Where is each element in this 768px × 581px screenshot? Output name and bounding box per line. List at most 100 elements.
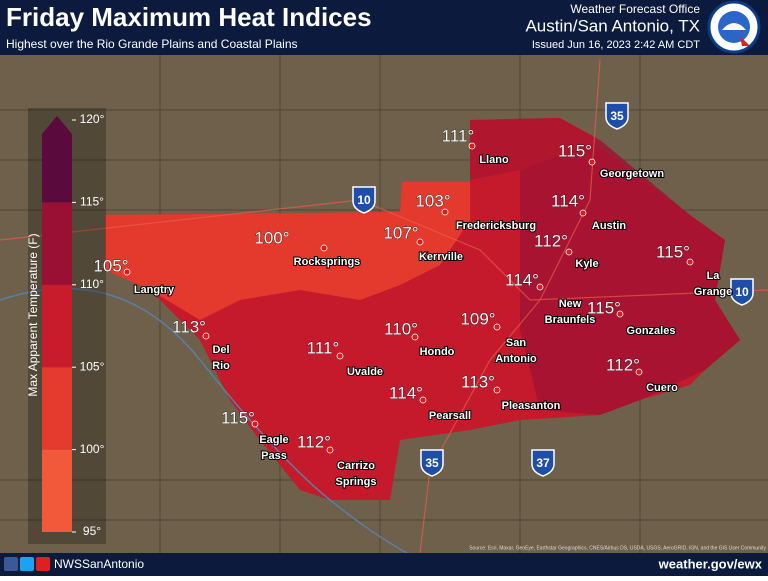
city-name: Pass [261,450,287,462]
heat-index: 110° [384,319,418,338]
city-dot [565,248,573,256]
footer-bar [0,553,768,576]
city-name: Gonzales [627,325,676,337]
city-name: Uvalde [347,366,383,378]
heat-index: 109° [460,309,495,328]
heat-index: 103° [415,191,450,210]
shield-number: 35 [610,109,624,123]
title: Friday Maximum Heat Indices [6,2,372,32]
city-dot [123,268,131,276]
city-dot [441,208,449,216]
city-dot [251,420,259,428]
legend-tick-label: 105° [80,359,105,373]
city-dot [336,352,344,360]
legend-tick-label: 100° [80,442,105,456]
city-dot [416,238,424,246]
heat-index: 113° [172,317,206,336]
social-handle[interactable]: NWSSanAntonio [54,557,144,571]
heat-zone-115 [520,140,740,415]
legend-band [42,284,72,368]
heat-index: 112° [534,231,568,250]
city-name: Carrizo [337,460,375,472]
heat-zone-111 [470,118,600,180]
city-name: La [707,270,721,282]
city-name: Springs [336,476,377,488]
city-name: Rocksprings [294,256,361,268]
subtitle: Highest over the Rio Grande Plains and C… [6,37,298,51]
city-dot [686,258,694,266]
city-name: Hondo [420,346,455,358]
city-dot [536,283,544,291]
legend-tick-label: 115° [80,195,104,209]
heat-index: 115° [221,408,255,427]
shield-number: 10 [357,193,371,207]
city-name: New [559,298,582,310]
youtube-icon[interactable] [36,557,50,571]
issued: Issued Jun 16, 2023 2:42 AM CDT [532,39,700,51]
city-name: Del [212,344,229,356]
heat-index: 115° [587,298,621,317]
legend-band [42,367,72,450]
city-name: Pearsall [429,410,471,422]
legend-label: Max Apparent Temperature (F) [26,233,40,396]
city-dot [493,323,501,331]
city-name: Rio [212,360,230,372]
city-dot [202,332,210,340]
twitter-icon[interactable] [20,557,34,571]
city-dot [635,368,643,376]
heat-index: 111° [307,338,340,357]
office-label: Weather Forecast Office [570,2,700,16]
heat-zone-100 [105,182,470,320]
city-name: Langtry [134,284,175,296]
city-dot [320,244,328,252]
legend-tick-label: 110° [80,277,104,291]
shield-number: 37 [536,456,550,470]
city-dot [588,158,596,166]
heat-index: 111° [442,126,475,145]
city-dot [419,396,427,404]
city-name: San [506,337,526,349]
heat-index: 114° [389,383,423,402]
heat-index: 105° [93,256,128,275]
city-dot [468,142,476,150]
shield-number: 10 [735,285,749,299]
legend: Max Apparent Temperature (F) 120° 115° 110… [26,108,106,544]
readings: 111° Llano 115° Georgetown 103° Fredericksbur… [93,126,733,489]
city-name: Kerrville [419,251,463,263]
city-name: Georgetown [600,168,664,180]
shield [352,186,376,214]
city-name: Grange [694,286,733,298]
shield [605,102,629,130]
city-name: Cuero [646,382,678,394]
legend-tick-label: 120° [80,112,105,126]
facebook-icon[interactable] [4,557,18,571]
city-name: Austin [592,220,627,232]
heat-index: 100° [254,228,289,247]
heat-index: 115° [558,141,592,160]
city-name: Pleasanton [502,400,561,412]
website[interactable]: weather.gov/ewx [658,556,763,571]
legend-tick-label: 95° [83,524,101,538]
heat-index: 112° [606,355,640,374]
city-dot [493,386,501,394]
nws-logo [707,0,761,54]
city-name: Eagle [259,434,288,446]
heat-index: 114° [551,191,585,210]
shield [420,449,444,477]
legend-arrow [42,116,72,203]
heat-index: 113° [461,372,495,391]
header-bar [0,0,768,55]
city-dot [616,310,624,318]
legend-band [42,449,72,532]
shield [531,449,555,477]
rio-grande [0,287,421,561]
highway-shields: 35 10 10 35 37 [352,102,754,477]
city-dot [411,333,419,341]
city-name: Fredericksburg [456,220,536,232]
heat-index: 107° [383,223,418,242]
city-name: Llano [479,154,509,166]
credits: Source: Esri, Maxar, GeoEye, Earthstar G… [469,545,766,551]
city-name: Kyle [575,258,598,270]
heat-index: 112° [297,432,331,451]
city-name: Antonio [495,353,537,365]
